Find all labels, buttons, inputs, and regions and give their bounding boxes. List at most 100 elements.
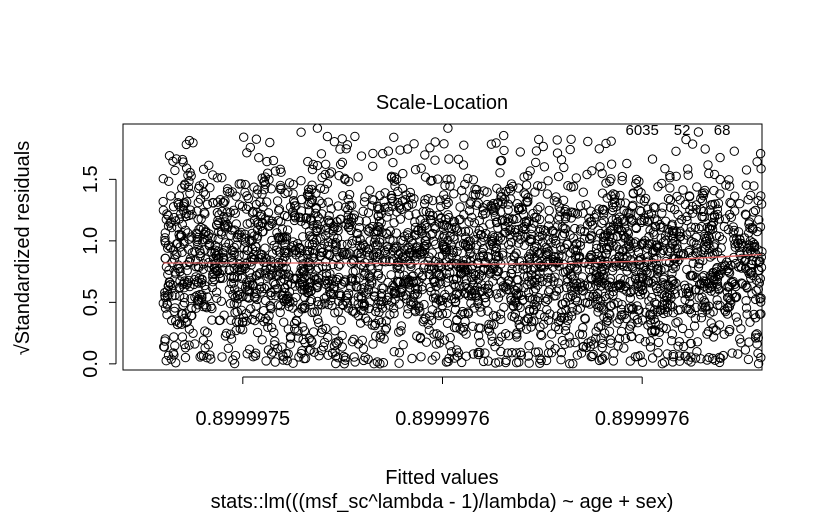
scatter-point — [209, 268, 219, 278]
scatter-point — [455, 202, 465, 212]
scatter-point — [282, 280, 293, 290]
scatter-point — [448, 245, 458, 255]
scatter-point — [270, 357, 280, 367]
scatter-point — [605, 310, 615, 320]
scatter-point — [495, 187, 506, 197]
scatter-point — [633, 318, 643, 328]
scatter-point — [158, 174, 169, 184]
scatter-point — [667, 329, 678, 339]
scatter-point — [474, 215, 484, 226]
scatter-point — [331, 351, 341, 361]
scatter-point — [306, 345, 316, 355]
scatter-point — [559, 223, 569, 234]
scatter-point — [633, 351, 643, 362]
scatter-point — [432, 329, 442, 339]
scatter-point — [461, 289, 471, 299]
scatter-point — [415, 215, 425, 225]
scatter-point — [541, 247, 551, 258]
scatter-point — [692, 337, 703, 347]
scatter-point — [540, 293, 550, 303]
scatter-point — [333, 261, 344, 271]
scatter-point — [306, 335, 316, 346]
scatter-point — [687, 139, 698, 149]
scatter-point — [460, 316, 470, 327]
scatter-point — [443, 123, 453, 133]
scatter-point — [523, 193, 533, 203]
scatter-point — [535, 224, 546, 235]
scatter-point — [304, 264, 315, 274]
scatter-point — [671, 171, 681, 182]
scatter-point — [374, 216, 385, 226]
scatter-point — [387, 193, 397, 203]
scatter-point — [523, 351, 533, 361]
scatter-point — [436, 261, 447, 272]
scatter-point — [714, 231, 725, 242]
scatter-point — [478, 356, 489, 367]
scatter-point — [733, 349, 743, 359]
scatter-point — [723, 281, 733, 291]
scatter-point — [741, 303, 752, 313]
scatter-point — [410, 222, 421, 233]
scatter-point — [613, 298, 623, 308]
scatter-point — [328, 221, 338, 232]
scatter-point — [237, 201, 248, 212]
scatter-point — [236, 305, 247, 315]
scatter-point — [260, 253, 271, 263]
scatter-point — [335, 144, 345, 154]
scatter-point — [739, 256, 750, 267]
scatter-point — [269, 327, 279, 338]
scatter-point — [263, 208, 274, 218]
scatter-point — [323, 350, 333, 360]
scatter-point — [468, 321, 478, 331]
scatter-point — [710, 199, 720, 209]
scatter-point — [461, 351, 471, 361]
scatter-point — [609, 348, 619, 358]
scatter-point — [705, 234, 715, 244]
scatter-point — [420, 218, 430, 228]
scatter-point — [222, 184, 233, 194]
scatter-point — [451, 296, 461, 307]
scatter-point — [626, 331, 636, 342]
scatter-point — [658, 222, 668, 233]
scatter-point — [329, 231, 339, 242]
scatter-point — [176, 319, 187, 329]
scatter-point — [708, 332, 719, 342]
scatter-point — [687, 201, 697, 212]
scatter-point — [539, 162, 550, 172]
scatter-point — [740, 209, 751, 219]
scatter-point — [246, 257, 256, 267]
scatter-point — [726, 298, 736, 308]
scatter-point — [424, 325, 434, 335]
scatter-point — [750, 205, 761, 216]
scatter-point — [236, 179, 246, 189]
point-label: 6035 — [626, 122, 659, 139]
scatter-point — [639, 216, 649, 226]
scatter-point — [587, 220, 598, 230]
scatter-point — [504, 183, 515, 194]
scatter-point — [327, 348, 338, 358]
scatter-point — [606, 136, 616, 146]
scatter-point — [694, 259, 704, 269]
scatter-point — [604, 326, 615, 336]
point-label: 68 — [714, 122, 731, 139]
scatter-point — [720, 260, 730, 270]
scatter-point — [609, 299, 619, 309]
scatter-point — [359, 305, 369, 316]
scatter-point — [495, 309, 506, 319]
scatter-point — [601, 249, 611, 259]
scatter-point — [428, 236, 439, 246]
scatter-point — [681, 134, 691, 145]
scatter-point — [540, 226, 551, 236]
scatter-point — [753, 196, 763, 206]
scatter-point — [402, 309, 413, 319]
scatter-point — [279, 317, 289, 327]
scatter-point — [683, 164, 693, 174]
scatter-point — [193, 300, 203, 310]
scatter-point — [752, 329, 762, 339]
scatter-point — [312, 306, 322, 316]
scatter-point — [196, 295, 207, 305]
scatter-point — [461, 240, 471, 251]
scatter-point — [264, 215, 274, 225]
x-tick-label: 0.8999975 — [196, 408, 291, 430]
scatter-point — [686, 308, 697, 318]
